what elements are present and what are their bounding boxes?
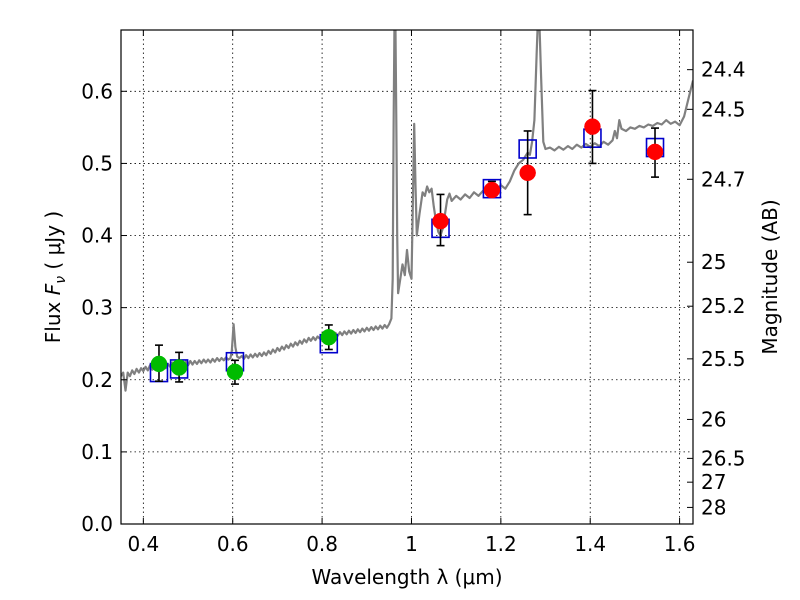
right-tick-label: 25.5: [701, 347, 746, 371]
right-tick-label: 25: [701, 250, 726, 274]
y-axis-title: Flux Fν ( μJy ): [41, 211, 69, 343]
observed-point-marker: [150, 355, 168, 373]
right-axis-title: Magnitude (AB): [758, 199, 782, 354]
y-tick-label: 0.3: [81, 296, 113, 320]
y-axis-title-prefix: Flux: [41, 295, 65, 343]
observed-point-marker: [432, 212, 449, 230]
y-axis-title-unit: ( μJy ): [41, 211, 65, 276]
x-tick-label: 1.4: [574, 532, 606, 556]
x-tick-label: 0.4: [127, 532, 159, 556]
plot-frame: [120, 29, 694, 525]
y-tick-label: 0.6: [81, 79, 113, 103]
observed-point-marker: [584, 118, 601, 135]
right-tick-label: 24.4: [701, 58, 746, 82]
right-tick-label: 24.7: [701, 167, 746, 191]
right-tick-label: 26.5: [701, 446, 746, 470]
observed-point-marker: [519, 164, 536, 182]
x-tick-label: 0.6: [217, 532, 249, 556]
y-tick-label: 0.0: [81, 512, 113, 536]
right-tick-label: 24.5: [701, 97, 746, 121]
axes: 0.4 0.6 0.8 1 1.2 1.4 1.6 0.0 0.1 0.2 0.3 0.4 0.5 0.6…: [81, 30, 746, 556]
plot-area: [121, 30, 693, 392]
x-tick-label: 0.8: [306, 532, 338, 556]
observed-point-marker: [646, 143, 664, 161]
right-tick-label: 28: [701, 495, 726, 519]
y-tick-label: 0.2: [81, 368, 113, 392]
right-tick-label: 27: [701, 470, 726, 494]
observed-point-marker: [170, 359, 188, 376]
x-tick-label: 1.2: [485, 532, 517, 556]
y-tick-label: 0.1: [81, 440, 113, 464]
x-tick-label: 1: [405, 532, 418, 556]
y-axis-title-subscript: ν: [53, 276, 69, 284]
right-tick-label: 25.2: [701, 294, 746, 318]
observed-point-marker: [483, 181, 501, 199]
x-tick-label: 1.6: [664, 532, 696, 556]
y-axis-title-symbol: F: [41, 283, 65, 295]
x-axis-title: Wavelength λ (μm): [311, 565, 502, 589]
observed-point-marker: [226, 363, 244, 381]
y-tick-label: 0.5: [81, 151, 113, 175]
y-tick-label: 0.4: [81, 224, 113, 248]
observed-point-marker: [320, 328, 338, 346]
spectrum-line: [121, 30, 693, 392]
right-tick-label: 26: [701, 407, 726, 431]
